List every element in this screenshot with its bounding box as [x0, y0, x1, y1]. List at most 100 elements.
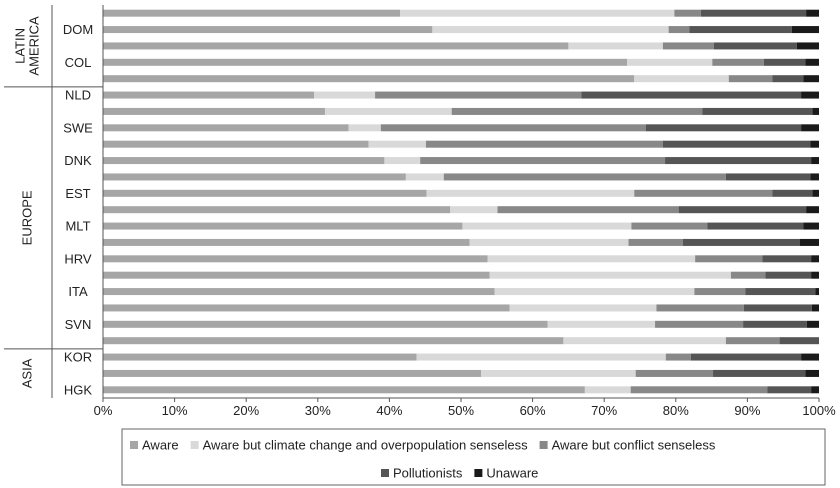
legend-swatch [539, 441, 548, 449]
bar-segment-row11-series1 [426, 189, 635, 197]
region-label-europe: EUROPE [19, 190, 34, 245]
bar-segment-row23-series1 [584, 386, 631, 394]
bar-segment-row13-series3 [707, 222, 804, 230]
bar-segment-row6-series2 [451, 107, 703, 115]
bar-segment-row5-series2 [375, 91, 582, 99]
bar-segment-row19-series4 [806, 320, 819, 328]
bar-segment-row4-series3 [772, 75, 804, 83]
bar-segment-row12-series3 [678, 206, 807, 214]
bar-segment-row23-series2 [630, 386, 768, 394]
region-label-latin-america: LATIN [12, 28, 27, 64]
bar-segment-row16-series4 [811, 271, 819, 279]
row-labels-layer: DOM COL NLD SWE DNK EST MLT HRV ITA SVN KOR HGK [63, 22, 93, 397]
bar-segment-row1-series0 [103, 26, 433, 34]
bar-segment-row20-series0 [103, 337, 564, 345]
bar-segment-row3-series4 [805, 58, 819, 66]
bar-segment-row18-series1 [509, 304, 657, 312]
bar-segment-row1-series2 [668, 26, 690, 34]
bar-segment-row22-series4 [805, 369, 819, 377]
bar-segment-row20-series1 [563, 337, 726, 345]
bar-segment-row3-series0 [103, 58, 628, 66]
bar-segment-row7-series1 [348, 124, 381, 132]
bars-layer [103, 9, 819, 394]
bar-segment-row18-series0 [103, 304, 510, 312]
row-label-mlt: MLT [65, 219, 90, 234]
bar-segment-row18-series3 [743, 304, 812, 312]
bar-segment-row16-series3 [765, 271, 812, 279]
region-labels-layer: LATIN AMERICA EUROPE ASIA [4, 5, 103, 398]
bar-segment-row15-series3 [762, 255, 812, 263]
bar-segment-row21-series3 [690, 353, 802, 361]
row-label-hgk: HGK [64, 382, 93, 397]
bar-segment-row7-series3 [645, 124, 802, 132]
bar-segment-row12-series4 [806, 206, 819, 214]
bar-segment-row17-series3 [745, 288, 816, 296]
legend-box [121, 428, 826, 486]
bar-segment-row5-series4 [801, 91, 819, 99]
x-tick-label: 80% [663, 403, 689, 418]
bar-segment-row10-series2 [443, 173, 726, 181]
x-tick-label: 30% [305, 403, 331, 418]
bar-segment-row11-series0 [103, 189, 427, 197]
x-tick-label: 50% [448, 403, 474, 418]
bar-segment-row8-series0 [103, 140, 369, 148]
bar-segment-row0-series0 [103, 9, 401, 17]
row-label-est: EST [65, 186, 90, 201]
bar-segment-row2-series3 [713, 42, 797, 50]
bar-segment-row6-series1 [324, 107, 452, 115]
region-label-latin-america: AMERICA [26, 16, 41, 76]
bar-segment-row17-series0 [103, 288, 495, 296]
bar-segment-row14-series1 [469, 238, 629, 246]
bar-segment-row14-series4 [799, 238, 819, 246]
bar-segment-row18-series4 [811, 304, 819, 312]
bar-segment-row12-series0 [103, 206, 451, 214]
row-label-kor: KOR [64, 350, 92, 365]
bar-segment-row19-series2 [655, 320, 744, 328]
region-label-asia: ASIA [19, 358, 34, 388]
bar-segment-row3-series2 [712, 58, 764, 66]
bar-segment-row23-series4 [811, 386, 819, 394]
bar-segment-row22-series1 [481, 369, 636, 377]
bar-segment-row19-series0 [103, 320, 548, 328]
bar-segment-row3-series1 [627, 58, 713, 66]
bar-segment-row14-series2 [628, 238, 683, 246]
bar-segment-row16-series0 [103, 271, 490, 279]
bar-segment-row23-series3 [767, 386, 812, 394]
bar-segment-row9-series3 [665, 157, 812, 165]
x-tick-label: 70% [591, 403, 617, 418]
row-label-nld: NLD [65, 88, 91, 103]
bar-segment-row4-series1 [634, 75, 729, 83]
legend-label: Aware but climate change and overpopulat… [203, 438, 528, 453]
legend: Aware Aware but climate change and overpo… [121, 428, 826, 486]
bar-segment-row2-series0 [103, 42, 569, 50]
bar-segment-row5-series3 [581, 91, 802, 99]
bar-segment-row15-series1 [487, 255, 696, 263]
bar-segment-row10-series3 [725, 173, 811, 181]
legend-swatch [381, 469, 389, 477]
bar-segment-row1-series3 [689, 26, 792, 34]
legend-swatch [474, 469, 483, 477]
legend-swatch [130, 441, 138, 449]
bar-segment-row10-series1 [405, 173, 444, 181]
x-tick-label: 90% [734, 403, 760, 418]
bar-segment-row22-series2 [635, 369, 714, 377]
bar-segment-row21-series4 [801, 353, 819, 361]
row-label-col: COL [65, 55, 92, 70]
bar-segment-row22-series3 [713, 369, 806, 377]
bar-segment-row5-series1 [314, 91, 376, 99]
bar-segment-row8-series2 [425, 140, 663, 148]
bar-segment-row18-series2 [656, 304, 744, 312]
bar-segment-row17-series2 [694, 288, 746, 296]
bar-segment-row8-series1 [368, 140, 426, 148]
legend-label: Aware [142, 438, 179, 453]
bar-segment-row9-series4 [811, 157, 819, 165]
bar-segment-row12-series1 [450, 206, 498, 214]
bar-segment-row0-series1 [400, 9, 675, 17]
bar-segment-row21-series2 [665, 353, 691, 361]
bar-segment-row13-series4 [803, 222, 819, 230]
row-label-svn: SVN [65, 317, 92, 332]
bar-segment-row11-series3 [772, 189, 813, 197]
bar-segment-row16-series1 [489, 271, 731, 279]
bar-segment-row6-series0 [103, 107, 325, 115]
